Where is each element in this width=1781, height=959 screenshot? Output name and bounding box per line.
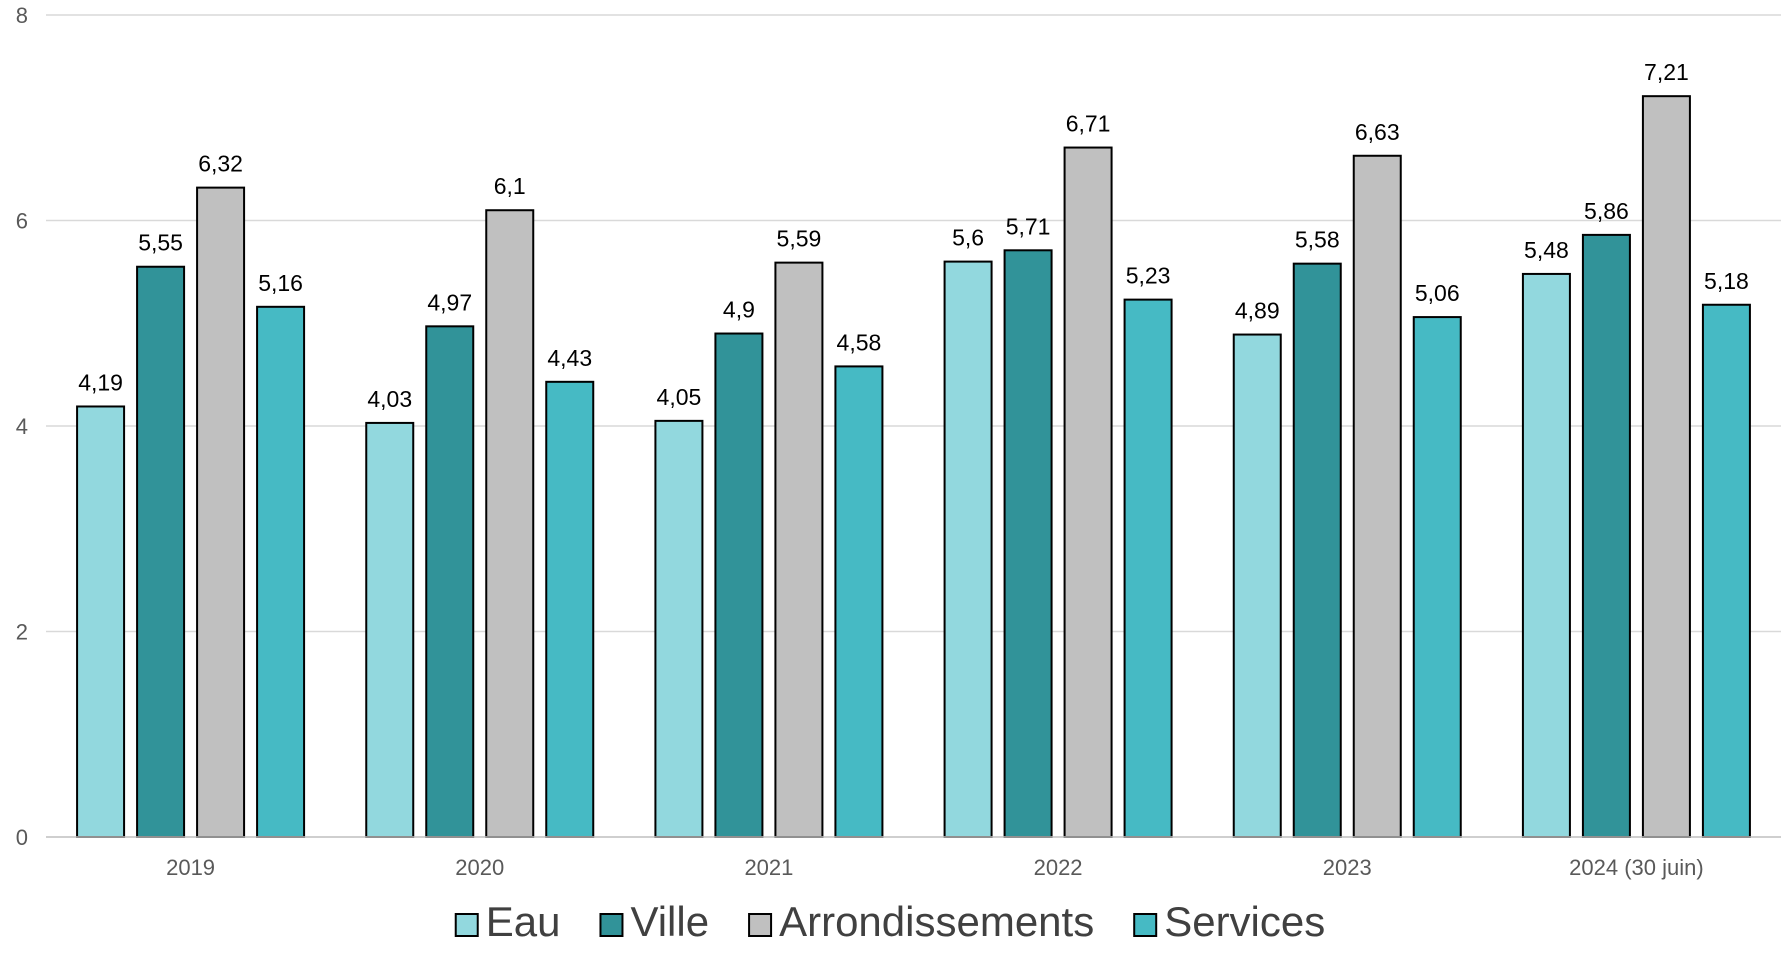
x-tick-label: 2022 [1034, 855, 1083, 880]
bar-arrondissements [774, 261, 824, 838]
bar-services [545, 380, 595, 838]
data-label: 4,9 [723, 297, 755, 323]
data-label: 5,86 [1584, 198, 1629, 224]
data-label: 4,58 [837, 329, 882, 355]
data-label: 4,89 [1235, 298, 1280, 324]
y-tick-label: 6 [16, 209, 28, 234]
x-tick-label: 2023 [1323, 855, 1372, 880]
data-label: 6,1 [494, 173, 526, 199]
legend-label-arrondissements: Arrondissements [779, 898, 1094, 945]
bar-arrondissements [1641, 95, 1691, 839]
y-tick-label: 8 [16, 3, 28, 28]
data-label: 6,63 [1355, 119, 1400, 145]
data-label: 6,71 [1066, 111, 1111, 137]
bar-ville [1003, 249, 1053, 839]
bars [76, 95, 1751, 839]
legend-label-eau: Eau [486, 898, 561, 945]
bar-eau [654, 419, 704, 838]
legend-label-services: Services [1164, 898, 1325, 945]
bar-arrondissements [485, 209, 535, 839]
bar-ville [1581, 233, 1631, 838]
legend-swatch-ville [599, 913, 624, 937]
bar-arrondissements [1063, 146, 1113, 839]
data-label: 5,55 [138, 230, 183, 256]
bar-arrondissements [1352, 154, 1402, 838]
data-label: 5,16 [258, 270, 303, 296]
bar-eau [943, 260, 993, 839]
data-label: 4,97 [427, 289, 472, 315]
data-label: 5,18 [1704, 268, 1749, 294]
axes: 0 2 4 6 8 2019 2020 2021 2022 2023 2024 (30 juin) [16, 3, 1781, 880]
bar-services [834, 365, 884, 838]
bar-eau [76, 405, 126, 838]
data-label: 5,6 [952, 225, 984, 251]
data-label: 5,23 [1126, 263, 1171, 289]
bar-services [256, 305, 306, 838]
data-label: 5,59 [777, 226, 822, 252]
legend-swatch-eau [454, 913, 479, 937]
data-label: 4,43 [547, 345, 592, 371]
data-labels: 4,19 5,55 6,32 5,16 4,03 4,97 6,1 4,43 4,05 4,9 5,… [78, 59, 1749, 412]
bar-services [1412, 316, 1462, 838]
bar-eau [1232, 333, 1282, 838]
legend-swatch-services [1133, 913, 1158, 937]
data-label: 7,21 [1644, 59, 1689, 85]
bar-arrondissements [196, 186, 246, 838]
x-tick-label: 2020 [455, 855, 504, 880]
legend: Eau Ville Arrondissements Services [454, 898, 1325, 945]
data-label: 5,06 [1415, 280, 1460, 306]
bar-ville [136, 265, 186, 838]
bar-eau [1521, 272, 1571, 838]
bar-eau [365, 421, 415, 838]
data-label: 4,05 [657, 384, 702, 410]
bar-ville [714, 332, 764, 838]
data-label: 5,58 [1295, 227, 1340, 253]
data-label: 5,48 [1524, 237, 1569, 263]
y-tick-label: 2 [16, 620, 28, 645]
bar-ville [1292, 262, 1342, 838]
data-label: 4,19 [78, 369, 123, 395]
x-tick-label: 2019 [166, 855, 215, 880]
gridlines [46, 14, 1781, 633]
x-tick-label: 2021 [744, 855, 793, 880]
data-label: 6,32 [198, 151, 243, 177]
x-tick-label: 2024 (30 juin) [1569, 855, 1704, 880]
bar-services [1701, 303, 1751, 838]
bar-services [1123, 298, 1173, 838]
y-tick-label: 4 [16, 414, 28, 439]
y-tick-label: 0 [16, 825, 28, 850]
legend-label-ville: Ville [630, 898, 709, 945]
bar-ville [425, 325, 475, 838]
data-label: 4,03 [367, 386, 412, 412]
data-label: 5,71 [1006, 213, 1051, 239]
legend-swatch-arrondissements [748, 913, 773, 937]
